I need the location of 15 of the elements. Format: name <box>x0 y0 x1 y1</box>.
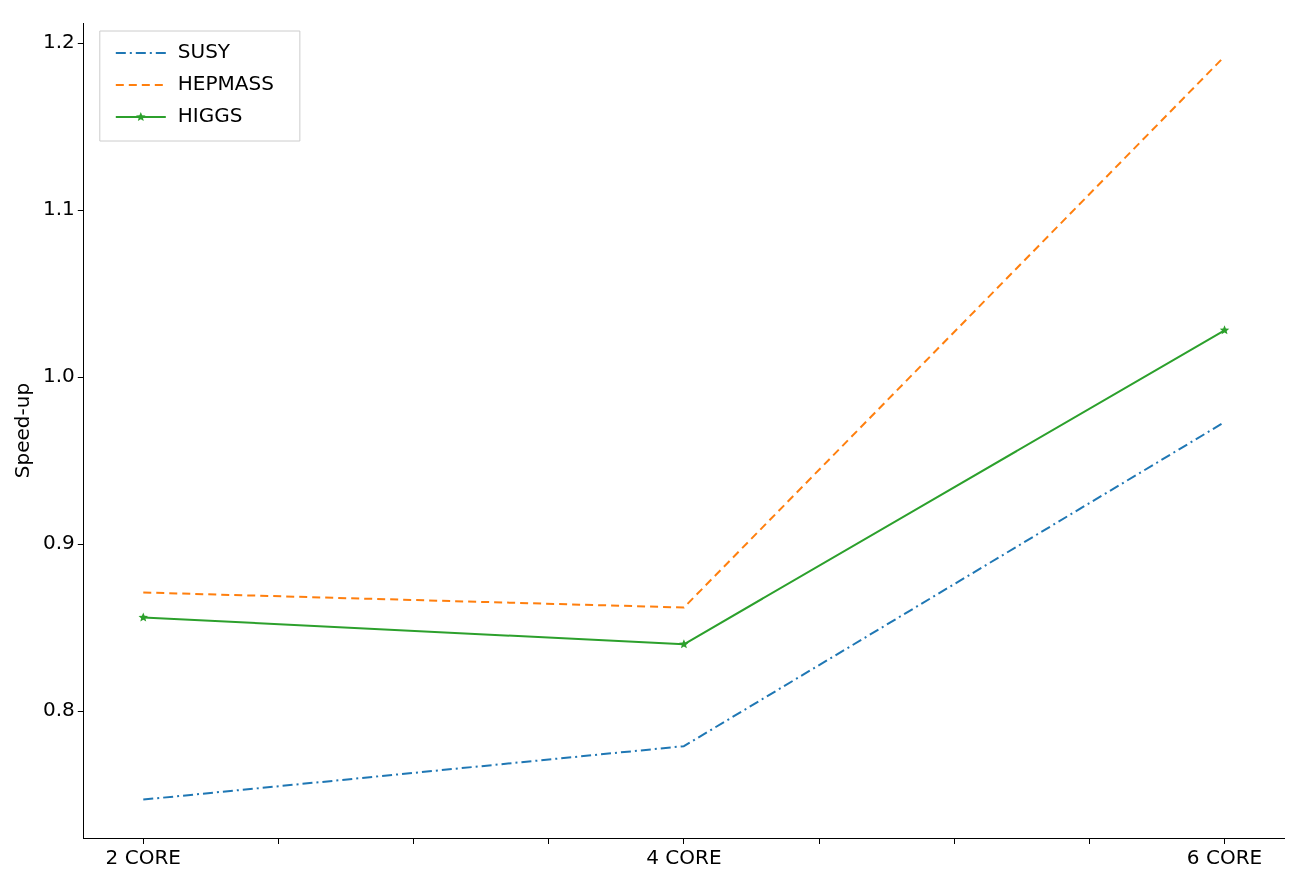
point <box>138 612 149 622</box>
y-axis-title: Speed-up <box>10 382 35 479</box>
legend-label: HEPMASS <box>177 71 274 96</box>
y-tick-label: 1.0 <box>42 363 75 388</box>
legend-label: HIGGS <box>177 103 243 128</box>
y-tick-label: 1.2 <box>42 29 75 54</box>
y-tick-label: 1.1 <box>42 196 75 221</box>
x-tick-label: 2 CORE <box>105 845 181 870</box>
point <box>679 639 689 649</box>
y-tick-label: 0.9 <box>42 530 75 555</box>
x-tick-label: 6 CORE <box>1186 845 1263 870</box>
point <box>1219 325 1230 335</box>
legend-label: SUSY <box>177 39 231 64</box>
x-tick-label: 4 CORE <box>646 845 722 870</box>
y-tick-label: 0.8 <box>42 697 75 722</box>
